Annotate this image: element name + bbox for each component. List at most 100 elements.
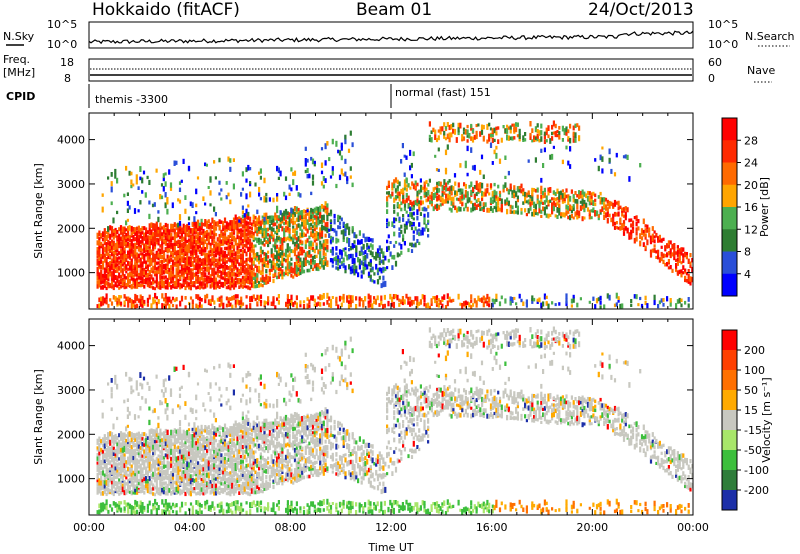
power-cell [202, 231, 205, 236]
power-cell [229, 284, 232, 291]
power-cell [489, 127, 493, 131]
power-cell [184, 257, 187, 261]
power-cell [466, 301, 469, 306]
power-cell [132, 280, 135, 286]
power-cell [164, 172, 167, 176]
power-cell [272, 244, 275, 248]
power-cell [161, 281, 164, 287]
velocity-cell [173, 454, 176, 458]
power-cell [288, 212, 291, 217]
velocity-cell [202, 457, 205, 462]
power-cell [464, 160, 467, 166]
power-cell [375, 263, 378, 270]
power-cell [522, 139, 525, 142]
velocity-cell [179, 429, 182, 435]
power-cell [195, 246, 198, 250]
power-cell [145, 277, 148, 283]
power-cell [162, 280, 166, 285]
power-cell [376, 295, 379, 301]
nsearch-label: N.Search [745, 30, 795, 43]
power-cell [448, 186, 451, 192]
power-cell [308, 210, 311, 217]
power-cell [256, 273, 259, 278]
power-cell [473, 193, 476, 199]
velocity-cell [175, 456, 178, 461]
power-cell [213, 273, 216, 278]
power-cell [439, 126, 442, 132]
velocity-cell [171, 489, 175, 495]
power-cell [223, 225, 227, 230]
colorbar-block [722, 273, 737, 297]
velocity-cell [180, 443, 183, 448]
power-cell [657, 249, 660, 256]
velocity-cell [141, 437, 144, 441]
velocity-cell [195, 452, 198, 456]
power-cell [570, 189, 573, 194]
power-cell [358, 301, 361, 307]
power-cell [277, 236, 280, 240]
power-cell [109, 225, 112, 231]
power-cell [161, 259, 164, 265]
power-cell [533, 188, 536, 192]
power-cell [200, 223, 203, 228]
power-cell [286, 265, 289, 271]
power-cell [662, 253, 665, 259]
velocity-cell [195, 459, 198, 464]
power-cell [223, 271, 227, 276]
power-cell [342, 263, 345, 269]
power-cell [430, 191, 433, 196]
power-cell [594, 210, 597, 216]
power-cell [272, 278, 275, 284]
power-cell [109, 284, 112, 289]
power-cell [281, 212, 284, 217]
power-cell [281, 237, 284, 242]
power-cell [202, 228, 205, 234]
velocity-cell [118, 466, 121, 471]
velocity-cell [139, 489, 142, 494]
velocity-cell [180, 438, 183, 443]
velocity-cell [107, 479, 110, 485]
velocity-cell [109, 461, 112, 465]
power-cell [103, 270, 106, 275]
power-cell [146, 264, 149, 268]
power-cell [658, 234, 661, 240]
power-cell [436, 183, 439, 188]
power-cell [551, 131, 554, 136]
power-cell [214, 252, 218, 258]
power-cell [182, 158, 185, 164]
power-cell [268, 197, 271, 202]
velocity-cell [116, 482, 119, 488]
power-cell [630, 218, 633, 222]
power-cell [114, 269, 117, 273]
power-cell [193, 281, 196, 285]
velocity-cell [118, 478, 121, 482]
power-cell [101, 277, 105, 281]
power-cell [346, 295, 349, 299]
power-cell [680, 269, 683, 273]
power-cell [227, 251, 230, 256]
power-cell [676, 270, 679, 275]
power-cell [551, 202, 554, 207]
velocity-cell [118, 439, 121, 446]
power-cell [157, 256, 160, 261]
power-cell [653, 248, 656, 253]
power-cell [261, 249, 264, 255]
velocity-cell [188, 444, 191, 448]
velocity-cell [161, 465, 164, 471]
power-cell [409, 296, 412, 301]
power-cell [130, 284, 133, 290]
power-cell [189, 268, 192, 273]
power-cell [274, 247, 277, 253]
power-cell [200, 221, 203, 226]
power-cell [211, 230, 214, 235]
power-cell [148, 259, 151, 265]
power-cell [662, 298, 665, 302]
power-cell [232, 217, 236, 222]
velocity-cell [148, 446, 151, 453]
power-cell [148, 247, 151, 254]
power-cell [684, 300, 687, 305]
velocity-cell [134, 487, 137, 493]
power-cell [603, 304, 606, 309]
power-cell [409, 165, 412, 171]
power-cell [259, 254, 262, 258]
